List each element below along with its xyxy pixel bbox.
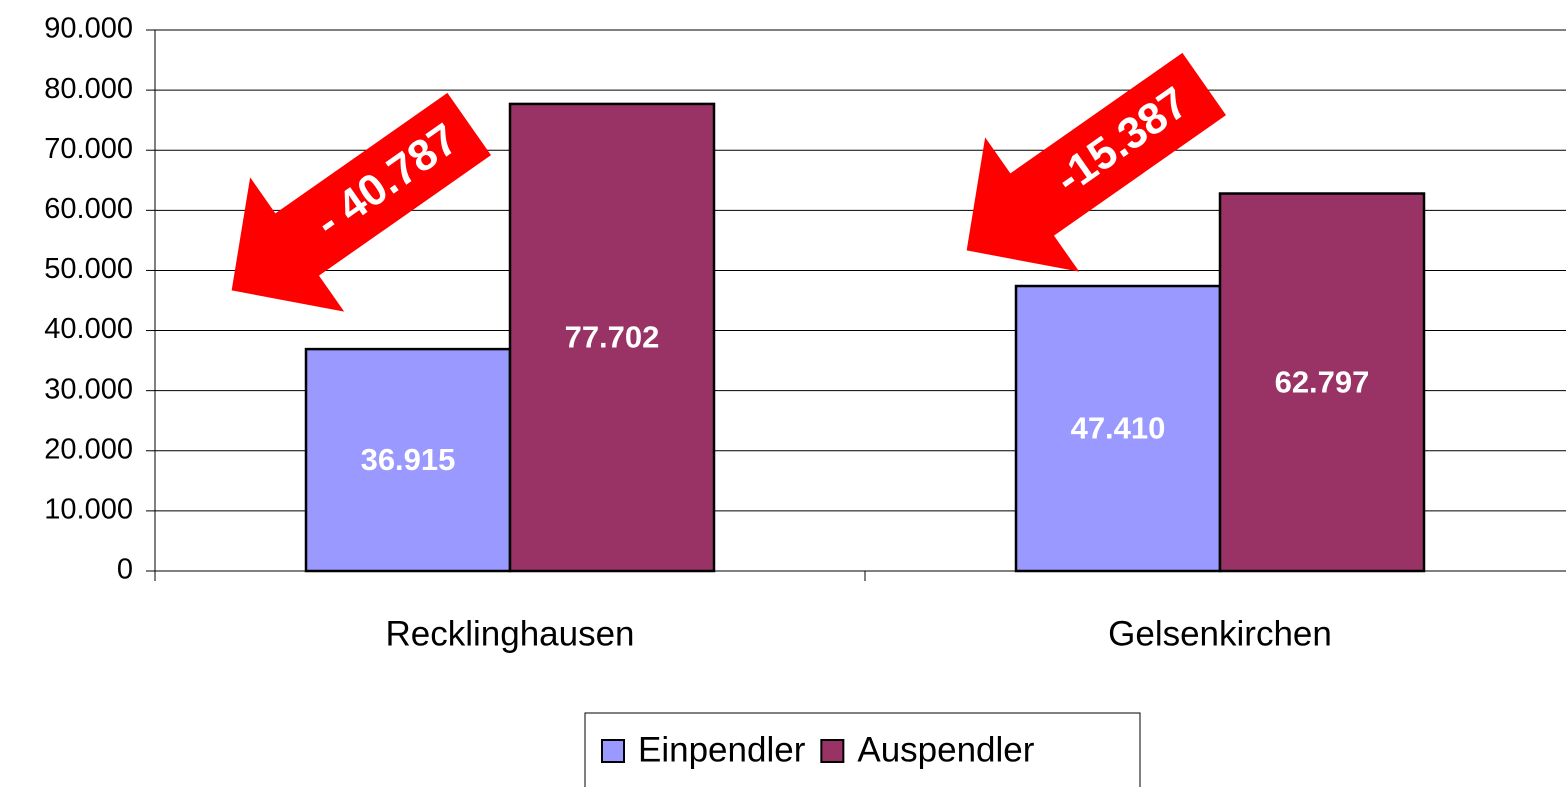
y-tick-label: 10.000 [44,494,133,526]
legend-label: Einpendler [638,730,806,769]
x-tick-label: Recklinghausen [385,614,634,653]
arrow-annotation: - 40.787 [231,92,491,312]
bar [1218,192,1426,573]
data-label: 77.702 [565,320,660,355]
y-tick-label: 30.000 [44,373,133,405]
data-label: 47.410 [1071,411,1166,446]
bar [304,347,512,573]
y-tick-label: 0 [117,554,133,586]
y-tick-label: 70.000 [44,133,133,165]
arrow-annotation: -15.387 [966,52,1226,272]
plot: 0 10.000 20.000 30.000 40.000 50.000 60.000 70.… [44,13,1566,787]
legend-swatch [820,739,845,763]
y-tick-label: 50.000 [44,253,133,285]
x-tick-label: Gelsenkirchen [1108,614,1332,653]
y-tick-label: 90.000 [44,13,133,45]
y-tick-label: 60.000 [44,193,133,225]
arrow [231,92,491,312]
legend-box [584,712,1141,787]
y-tick-label: 80.000 [44,73,133,105]
y-tick-label: 40.000 [44,313,133,345]
arrow [966,52,1226,272]
bar [508,102,716,573]
y-tick-label: 20.000 [44,433,133,465]
data-label: 36.915 [361,442,456,477]
legend-label: Auspendler [857,730,1034,769]
legend: Einpendler Auspendler [584,712,1141,787]
data-label: 62.797 [1275,364,1370,399]
bar [1014,284,1222,573]
legend-swatch [601,739,625,763]
